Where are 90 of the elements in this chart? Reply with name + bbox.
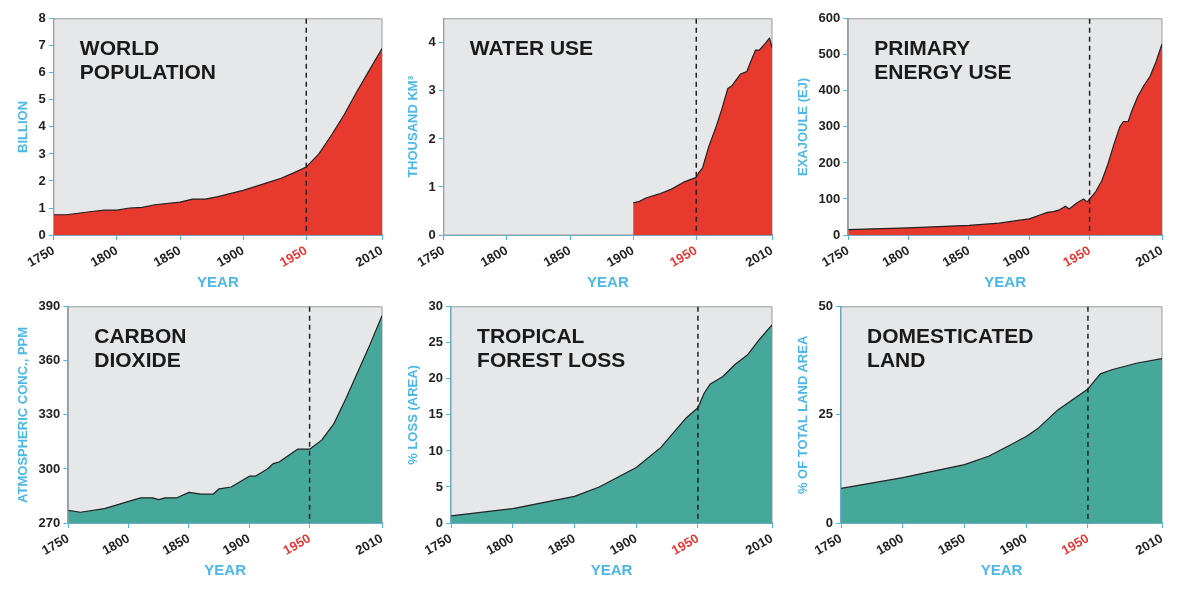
y-tick-label: 3 — [428, 82, 436, 98]
x-tick-label: 2010 — [742, 242, 776, 270]
x-tick-label: 1900 — [213, 242, 247, 270]
x-tick-label: 2010 — [1132, 242, 1166, 270]
y-tick-label: 6 — [38, 64, 46, 80]
x-tick-label: 1750 — [819, 242, 852, 270]
y-tick-label: 200 — [818, 154, 841, 170]
y-tick-label: 1 — [38, 199, 46, 215]
y-tick-label: 0 — [38, 226, 46, 242]
y-tick-label: 270 — [38, 514, 61, 530]
x-tick-label: 1800 — [99, 530, 132, 558]
y-tick-label: 25 — [428, 334, 444, 350]
text: PRIMARY ENERGY USE — [874, 36, 1012, 84]
y-axis-title: % LOSS (AREA) — [405, 365, 421, 465]
x-tick-label: 1950 — [667, 242, 700, 270]
x-axis-title: YEAR — [590, 561, 633, 579]
x-tick-label: 2010 — [742, 530, 776, 558]
text: CARBON DIOXIDE — [94, 324, 187, 372]
y-tick-label: 5 — [435, 478, 444, 494]
x-tick-label: 1750 — [24, 242, 58, 270]
y-tick-label: 500 — [818, 46, 841, 62]
x-tick-label: 1850 — [939, 242, 973, 270]
x-axis-title: YEAR — [197, 273, 239, 291]
y-tick-label: 600 — [818, 10, 841, 26]
text: DOMESTICATED LAND — [867, 324, 1034, 372]
y-tick-label: 330 — [38, 406, 61, 422]
x-tick-label: 1750 — [414, 242, 448, 270]
x-tick-label: 1900 — [606, 530, 640, 558]
y-tick-label: 8 — [38, 10, 46, 26]
y-tick-label: 20 — [428, 370, 444, 386]
y-tick-label: 15 — [428, 406, 444, 422]
x-tick-label: 1850 — [150, 242, 184, 270]
y-tick-label: 0 — [825, 514, 834, 530]
x-tick-label: 1800 — [879, 242, 912, 270]
y-tick-label: 360 — [38, 352, 61, 368]
x-tick-label: 2010 — [352, 530, 386, 558]
x-tick-label: 1750 — [421, 530, 455, 558]
x-tick-label: 1950 — [277, 242, 310, 270]
x-tick-label: 1950 — [1060, 242, 1093, 270]
y-tick-label: 30 — [428, 298, 444, 314]
y-tick-label: 390 — [38, 298, 61, 314]
y-tick-label: 0 — [435, 514, 444, 530]
x-tick-label: 1900 — [1000, 242, 1033, 270]
y-axis-title: EXAJOULE (EJ) — [795, 77, 811, 177]
x-tick-label: 1850 — [545, 530, 578, 558]
y-axis-title: BILLION — [15, 100, 31, 153]
y-axis-title: % OF TOTAL LAND AREA — [795, 335, 811, 495]
x-tick-label: 1950 — [668, 530, 702, 558]
text: TROPICAL FOREST LOSS — [477, 324, 626, 372]
x-tick-label: 1850 — [540, 242, 574, 270]
x-axis-title: YEAR — [587, 273, 629, 291]
y-tick-label: 100 — [818, 190, 841, 206]
y-tick-label: 300 — [38, 460, 61, 476]
x-tick-label: 1900 — [996, 530, 1030, 558]
x-tick-label: 1800 — [477, 242, 511, 270]
x-tick-label: 1750 — [811, 530, 845, 558]
text: WORLD POPULATION — [79, 36, 216, 84]
y-tick-label: 50 — [818, 298, 834, 314]
x-tick-label: 1900 — [220, 530, 253, 558]
text: WATER USE — [469, 36, 594, 60]
y-tick-label: 5 — [38, 91, 46, 107]
y-tick-label: 25 — [818, 406, 834, 422]
y-tick-label: 300 — [818, 118, 841, 134]
y-axis-title: THOUSAND KM³ — [405, 75, 421, 178]
x-tick-label: 1850 — [935, 530, 968, 558]
y-tick-label: 0 — [833, 226, 841, 242]
x-tick-label: 1900 — [603, 242, 637, 270]
x-tick-label: 2010 — [1132, 530, 1166, 558]
x-axis-title: YEAR — [204, 561, 247, 579]
x-tick-label: 1750 — [39, 530, 72, 558]
y-tick-label: 0 — [428, 226, 436, 242]
y-tick-label: 1 — [428, 178, 436, 194]
y-tick-label: 400 — [818, 82, 841, 98]
y-tick-label: 2 — [38, 172, 46, 188]
y-tick-label: 3 — [38, 145, 46, 161]
y-tick-label: 4 — [38, 118, 47, 134]
x-tick-label: 1950 — [1058, 530, 1092, 558]
x-tick-label: 1800 — [87, 242, 121, 270]
y-tick-label: 7 — [38, 37, 46, 53]
x-axis-title: YEAR — [984, 273, 1027, 291]
y-tick-label: 10 — [428, 442, 444, 458]
x-axis-title: YEAR — [980, 561, 1023, 579]
x-tick-label: 1800 — [873, 530, 907, 558]
y-tick-label: 2 — [428, 130, 436, 146]
x-tick-label: 2010 — [352, 242, 386, 270]
x-tick-label: 1850 — [159, 530, 193, 558]
x-tick-label: 1950 — [280, 530, 313, 558]
x-tick-label: 1800 — [483, 530, 517, 558]
y-tick-label: 4 — [428, 34, 437, 50]
y-axis-title: ATMOSPHERIC CONC., PPM — [15, 326, 31, 503]
